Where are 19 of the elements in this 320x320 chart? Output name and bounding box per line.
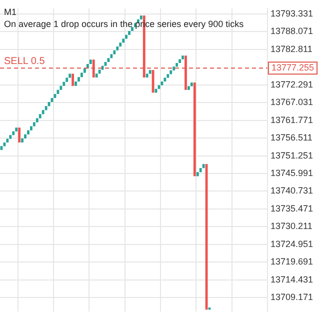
y-tick-label: 13782.811 bbox=[270, 44, 312, 54]
ref-line-label: SELL 0.5 bbox=[4, 56, 46, 67]
y-tick-label: 13788.071 bbox=[270, 26, 314, 36]
y-tick-label: 13714.431 bbox=[270, 274, 314, 284]
chart-title: M1 bbox=[4, 6, 18, 18]
y-tick-label: 13751.251 bbox=[270, 150, 314, 160]
y-tick-label: 13793.331 bbox=[270, 8, 314, 19]
y-tick-label: 13735.471 bbox=[270, 203, 314, 214]
y-tick-label: 13772.291 bbox=[270, 79, 314, 90]
y-tick-label: 13761.771 bbox=[270, 114, 314, 125]
y-tick-label: 13724.951 bbox=[270, 238, 314, 249]
y-tick-label: 13740.731 bbox=[270, 186, 314, 196]
y-tick-label: 13745.991 bbox=[270, 168, 314, 178]
y-tick-label: 13756.511 bbox=[270, 132, 312, 143]
y-tick-label: 13709.171 bbox=[270, 292, 314, 302]
y-tick-label: 13719.691 bbox=[270, 256, 314, 267]
y-tick-label: 13767.031 bbox=[270, 97, 314, 108]
text: 13777.255 bbox=[271, 62, 314, 73]
y-tick-label: 13730.211 bbox=[270, 221, 312, 232]
